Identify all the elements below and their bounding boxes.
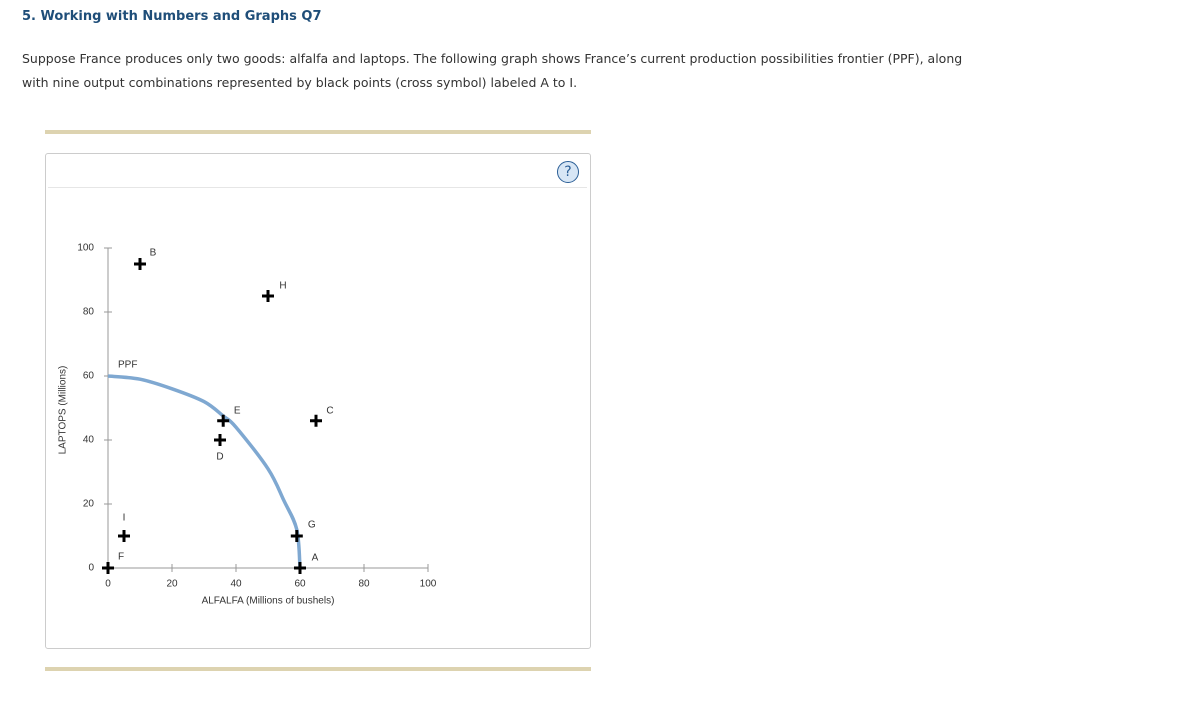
point-label: E	[234, 405, 241, 416]
question-text: with nine output combinations represente…	[22, 75, 578, 90]
point-label: F	[118, 552, 124, 563]
question-title: 5. Working with Numbers and Graphs Q7	[22, 9, 322, 24]
divider	[45, 130, 591, 134]
y-tick-label: 40	[83, 435, 95, 446]
point-label: B	[150, 248, 157, 259]
point-label: D	[216, 452, 223, 463]
x-tick-label: 40	[230, 579, 242, 590]
point-cross	[290, 530, 303, 542]
point-label: H	[279, 281, 286, 292]
help-button[interactable]: ?	[557, 161, 579, 183]
panel-divider	[48, 187, 587, 188]
divider	[45, 667, 591, 671]
point-cross	[102, 562, 114, 574]
point-label: A	[312, 553, 319, 564]
y-tick-label: 0	[88, 563, 94, 574]
x-tick-label: 80	[358, 579, 370, 590]
question-text: Suppose France produces only two goods: …	[22, 51, 963, 66]
y-tick-label: 100	[77, 243, 94, 254]
point-cross	[214, 434, 226, 446]
y-tick-label: 60	[83, 371, 95, 382]
x-tick-label: 60	[294, 579, 306, 590]
y-tick-label: 80	[83, 307, 95, 318]
ppf-curve	[107, 374, 302, 569]
point-cross	[134, 258, 146, 270]
ppf-label: PPF	[118, 360, 137, 371]
graph-panel	[45, 153, 591, 649]
point-cross	[262, 290, 274, 302]
point-cross	[310, 414, 322, 427]
point-label: C	[326, 405, 333, 416]
x-tick-label: 100	[420, 579, 437, 590]
point-cross	[294, 562, 306, 574]
x-tick-label: 20	[166, 579, 178, 590]
point-cross	[118, 530, 130, 542]
point-label: I	[123, 513, 126, 524]
point-label: G	[308, 520, 316, 531]
point-cross	[217, 414, 230, 427]
y-tick-label: 20	[83, 499, 95, 510]
y-axis-title: LAPTOPS (Millions)	[58, 366, 69, 455]
x-tick-label: 0	[105, 579, 111, 590]
x-axis-title: ALFALFA (Millions of bushels)	[202, 596, 335, 607]
